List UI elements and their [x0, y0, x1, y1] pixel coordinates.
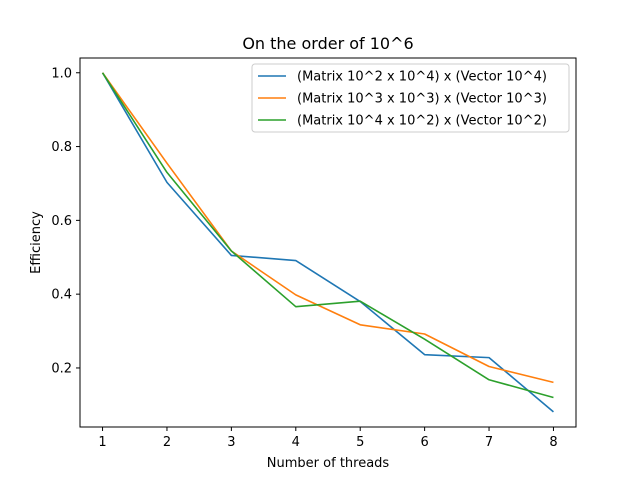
x-tick-label: 4 — [292, 435, 300, 450]
legend-label: (Matrix 10^2 x 10^4) x (Vector 10^4) — [297, 70, 547, 85]
x-tick-label: 7 — [485, 435, 493, 450]
x-tick-label: 3 — [227, 435, 235, 450]
series-line-3 — [101, 72, 554, 399]
legend-label: (Matrix 10^3 x 10^3) x (Vector 10^3) — [297, 92, 547, 107]
x-tick-label: 2 — [163, 435, 171, 450]
y-tick-label: 0.2 — [51, 361, 72, 376]
legend: (Matrix 10^2 x 10^4) x (Vector 10^4) (Mat… — [251, 63, 570, 133]
x-axis: 1 2 3 4 5 6 7 8 — [98, 427, 558, 450]
y-tick-label: 0.8 — [51, 140, 72, 155]
x-tick-label: 5 — [356, 435, 364, 450]
legend-box — [251, 63, 570, 133]
x-tick-label: 8 — [549, 435, 557, 450]
y-tick-label: 1.0 — [51, 66, 72, 81]
series-layer — [101, 72, 554, 413]
y-tick-label: 0.4 — [51, 288, 72, 303]
chart-title: On the order of 10^6 — [242, 34, 413, 53]
series-line-1 — [101, 72, 554, 413]
y-axis: 0.2 0.4 0.6 0.8 1.0 — [51, 66, 80, 376]
legend-label: (Matrix 10^4 x 10^2) x (Vector 10^2) — [297, 114, 547, 129]
x-tick-label: 1 — [98, 435, 106, 450]
x-tick-label: 6 — [420, 435, 428, 450]
y-tick-label: 0.6 — [51, 214, 72, 229]
y-axis-label: Efficiency — [29, 211, 44, 274]
plot-frame — [79, 57, 577, 428]
x-axis-label: Number of threads — [267, 456, 390, 471]
series-line-2 — [101, 72, 554, 384]
